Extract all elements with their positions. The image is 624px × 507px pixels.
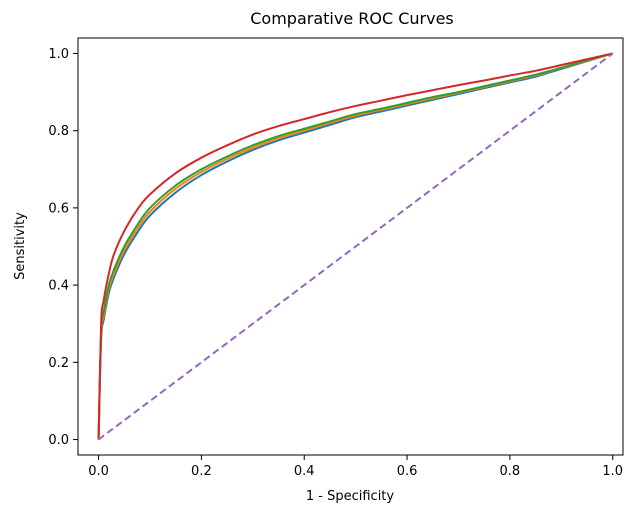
x-axis-ticks: 0.0 0.2 0.4 0.6 0.8 1.0 bbox=[88, 455, 623, 479]
x-tick-label: 1.0 bbox=[602, 464, 623, 479]
roc-curve-line-3 bbox=[97, 52, 613, 440]
x-tick-label: 0.4 bbox=[294, 464, 315, 479]
chance-diagonal-line bbox=[97, 52, 614, 441]
y-tick-label: 0.4 bbox=[48, 279, 69, 294]
roc-curve-line-1 bbox=[97, 52, 614, 440]
y-tick-label: 0.2 bbox=[48, 356, 69, 371]
y-tick-label: 0.0 bbox=[48, 433, 69, 448]
y-tick-label: 1.0 bbox=[48, 47, 69, 62]
x-tick-label: 0.2 bbox=[191, 464, 212, 479]
x-axis-label: 1 - Specificity bbox=[306, 489, 395, 504]
x-tick-label: 0.8 bbox=[500, 464, 521, 479]
plot-area bbox=[77, 37, 624, 456]
y-tick-label: 0.8 bbox=[48, 124, 69, 139]
y-tick-label: 0.6 bbox=[48, 201, 69, 216]
chart-title: Comparative ROC Curves bbox=[250, 9, 454, 28]
plot-frame bbox=[77, 37, 624, 456]
x-tick-label: 0.0 bbox=[88, 464, 109, 479]
y-axis-label: Sensitivity bbox=[13, 212, 28, 280]
roc-curve-line-4 bbox=[97, 52, 613, 440]
y-axis-ticks: 0.0 0.2 0.4 0.6 0.8 1.0 bbox=[48, 47, 78, 448]
series-layer bbox=[97, 52, 614, 441]
x-tick-label: 0.6 bbox=[397, 464, 418, 479]
